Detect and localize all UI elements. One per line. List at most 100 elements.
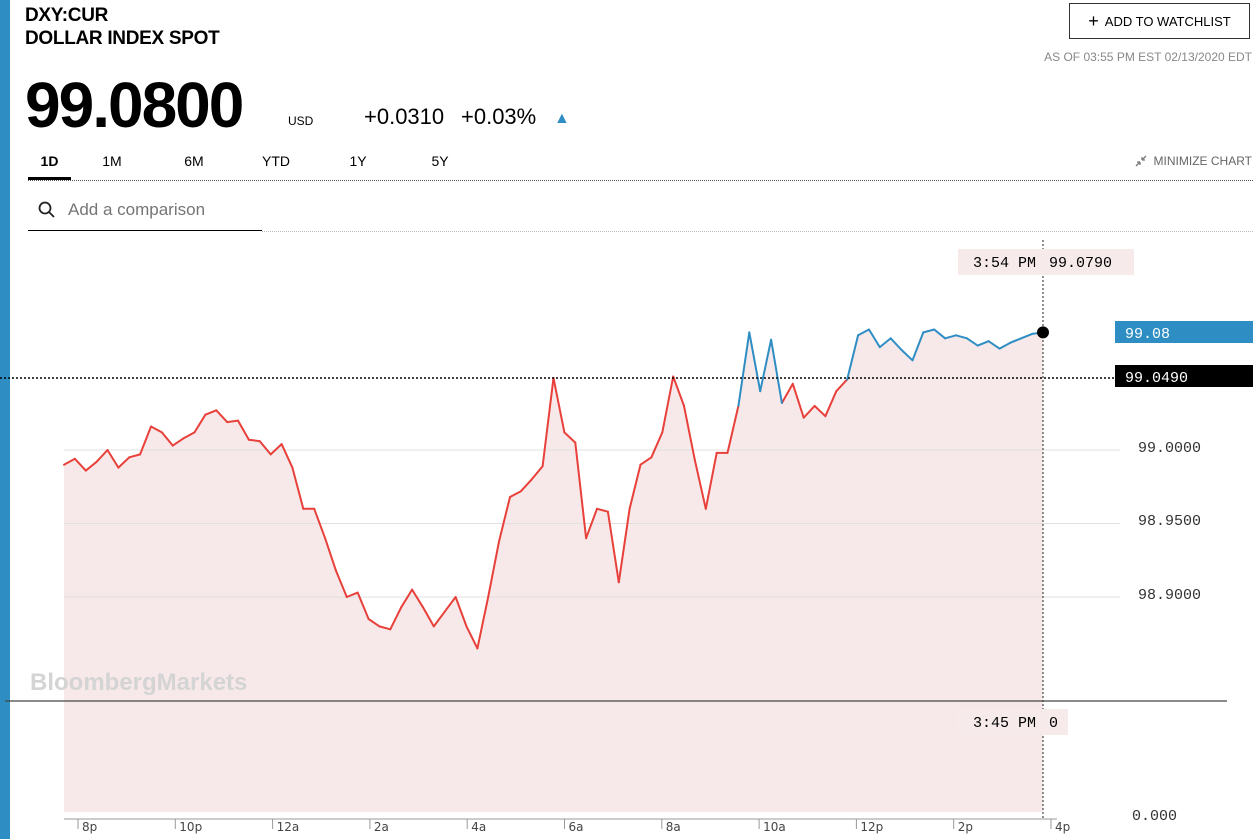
price-segment-down — [802, 404, 816, 419]
price-segment-down — [411, 588, 424, 609]
comparison-input[interactable] — [66, 198, 260, 221]
price-segment-up — [846, 334, 860, 381]
price-segment-down — [476, 596, 490, 650]
accent-bar — [0, 0, 10, 839]
price-segment-down — [454, 596, 468, 628]
x-axis: 8p 10p 12a 2a 4a 6a 8a 10a 12p 2p 4p — [64, 818, 1070, 834]
price-segment-up — [976, 340, 990, 347]
price-segment-up — [922, 328, 936, 334]
price-segment-down — [84, 460, 98, 472]
price-segment-down — [639, 456, 653, 466]
tabs-divider — [28, 180, 1253, 181]
tab-1m[interactable]: 1M — [102, 153, 122, 169]
price-segment-up — [998, 341, 1012, 350]
x-tick-label: 4a — [471, 820, 486, 834]
minimize-chart-button[interactable]: MINIMIZE CHART — [1134, 154, 1252, 168]
instrument-name: DOLLAR INDEX SPOT — [25, 28, 220, 49]
bloomberg-watermark: BloombergMarkets — [30, 669, 247, 696]
price-segment-down — [487, 540, 501, 598]
price-segment-up — [759, 338, 773, 393]
price-segment-down — [334, 569, 348, 598]
price-segment-down — [400, 588, 414, 609]
price-segment-down — [324, 537, 337, 572]
watchlist-label: ADD TO WATCHLIST — [1104, 13, 1231, 29]
crosshair-time: 3:54 PM — [973, 255, 1036, 272]
currency-label: USD — [288, 114, 314, 128]
add-to-watchlist-button[interactable]: + ADD TO WATCHLIST — [1069, 3, 1250, 39]
price-segment-down — [237, 419, 250, 441]
price-segment-down — [345, 591, 359, 598]
price-segment-up — [878, 337, 892, 349]
y-tick-label: 98.9000 — [1138, 587, 1201, 604]
price-segment-down — [215, 409, 229, 424]
crosshair-tooltip: 3:54 PM 99.0790 — [958, 249, 1134, 275]
volume-crosshair-value: 0 — [1049, 715, 1058, 732]
price-segment-up — [933, 328, 947, 340]
reference-value-label: 99.0490 — [1125, 370, 1188, 387]
volume-crosshair-time: 3:45 PM — [973, 715, 1036, 732]
price-segment-up — [737, 331, 751, 407]
price-segment-down — [530, 465, 544, 481]
tab-6m[interactable]: 6M — [184, 153, 204, 169]
plus-icon: + — [1088, 11, 1099, 31]
price-segment-down — [791, 382, 805, 419]
last-value-label: 99.08 — [1125, 326, 1170, 343]
tab-ytd[interactable]: YTD — [262, 153, 290, 169]
price-segment-up — [911, 331, 925, 362]
price-segment-down — [432, 610, 446, 628]
price-segment-down — [258, 440, 272, 456]
price-segment-down — [247, 438, 261, 443]
price-segment-up — [748, 331, 762, 393]
price-change: +0.0310 — [364, 104, 445, 129]
reference-value-badge: 99.0490 — [1115, 365, 1253, 387]
price-segment-down — [160, 431, 174, 447]
tab-1d[interactable]: 1D — [28, 148, 71, 180]
price-change-percent: +0.03% — [461, 104, 537, 129]
price-segment-down — [226, 419, 239, 424]
x-tick-label: 8a — [666, 820, 681, 834]
x-tick-label: 8p — [82, 820, 97, 834]
minimize-icon — [1135, 155, 1147, 167]
price-segment-down — [661, 375, 675, 434]
price-line-above-reference — [737, 328, 1044, 407]
comparison-search — [28, 189, 262, 231]
price-segment-down — [291, 466, 305, 510]
price-segment-down — [606, 510, 620, 584]
price-segment-down — [824, 390, 838, 418]
price-segment-down — [585, 507, 598, 540]
price-segment-down — [73, 457, 87, 472]
minimize-chart-label: MINIMIZE CHART — [1153, 154, 1252, 168]
price-segment-down — [150, 425, 163, 434]
timeframe-tabs: 1D 1M 6M YTD 1Y 5Y — [28, 148, 481, 180]
price-segment-down — [672, 375, 685, 407]
price-segment-up — [944, 334, 957, 340]
price-segment-down — [193, 413, 207, 434]
up-arrow-icon: ▲ — [554, 110, 570, 127]
price-segment-up — [955, 334, 968, 340]
price-segment-down — [563, 431, 577, 444]
price-segment-up — [857, 328, 870, 337]
price-segment-up — [770, 338, 783, 404]
x-tick-label: 6a — [569, 820, 584, 834]
search-icon — [38, 201, 55, 218]
price-segment-up — [987, 340, 1001, 350]
tab-5y[interactable]: 5Y — [431, 153, 449, 169]
price-segment-down — [835, 378, 849, 393]
crosshair-value: 99.0790 — [1049, 255, 1112, 272]
price-segment-up — [868, 328, 881, 349]
price-segment-down — [704, 451, 718, 510]
tab-1y[interactable]: 1Y — [349, 153, 367, 169]
ticker-symbol: DXY:CUR — [25, 5, 109, 26]
price-segment-down — [617, 507, 631, 584]
price-segment-down — [813, 404, 827, 418]
last-point-marker — [1037, 326, 1049, 339]
price-segment-down — [628, 463, 642, 510]
price-segment-down — [683, 404, 696, 462]
x-tick-label: 10p — [179, 820, 202, 834]
price-segment-down — [139, 425, 152, 456]
price-segment-down — [95, 449, 109, 463]
price-segment-down — [269, 443, 283, 456]
price-segment-up — [965, 337, 979, 347]
price-segment-down — [356, 591, 370, 620]
